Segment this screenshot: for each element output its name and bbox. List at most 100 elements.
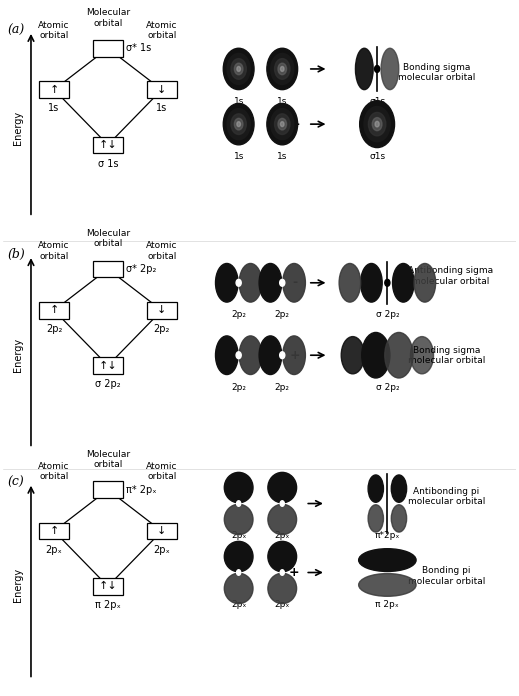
- Text: Antibonding sigma
molecular orbital: Antibonding sigma molecular orbital: [408, 266, 493, 285]
- Text: (c): (c): [8, 476, 25, 489]
- Ellipse shape: [215, 264, 238, 302]
- Circle shape: [237, 67, 240, 72]
- Ellipse shape: [224, 504, 253, 535]
- Text: π*2pₓ: π*2pₓ: [375, 531, 400, 540]
- Text: ↑: ↑: [49, 526, 59, 536]
- Ellipse shape: [368, 475, 384, 503]
- Circle shape: [375, 65, 380, 72]
- Circle shape: [237, 570, 241, 576]
- Text: 1s: 1s: [234, 152, 244, 161]
- Text: ↑↓: ↑↓: [99, 361, 117, 370]
- Circle shape: [280, 122, 284, 127]
- Text: (a): (a): [8, 24, 25, 37]
- FancyBboxPatch shape: [93, 482, 123, 498]
- Ellipse shape: [361, 264, 382, 302]
- Circle shape: [223, 48, 254, 90]
- Text: 2pₓ: 2pₓ: [231, 531, 247, 540]
- Text: +: +: [290, 118, 301, 131]
- Circle shape: [375, 121, 379, 127]
- Text: +: +: [289, 566, 299, 579]
- FancyBboxPatch shape: [39, 523, 69, 539]
- Text: 1s: 1s: [234, 97, 244, 106]
- Ellipse shape: [339, 264, 361, 302]
- Ellipse shape: [381, 48, 399, 90]
- Text: 1s: 1s: [156, 104, 167, 113]
- Text: Atomic
orbital: Atomic orbital: [38, 462, 70, 482]
- Circle shape: [271, 109, 294, 140]
- Circle shape: [235, 118, 243, 130]
- Text: ↑: ↑: [49, 85, 59, 95]
- Circle shape: [235, 63, 243, 74]
- Ellipse shape: [268, 504, 296, 535]
- Circle shape: [280, 279, 285, 286]
- Circle shape: [280, 570, 284, 576]
- Text: π 2pₓ: π 2pₓ: [95, 600, 121, 610]
- Text: σ* 1s: σ* 1s: [126, 43, 151, 54]
- Ellipse shape: [259, 264, 282, 302]
- Ellipse shape: [283, 264, 305, 302]
- Ellipse shape: [391, 475, 406, 503]
- Circle shape: [236, 279, 241, 286]
- FancyBboxPatch shape: [39, 302, 69, 319]
- Ellipse shape: [224, 473, 253, 503]
- Text: 2p₂: 2p₂: [154, 324, 170, 334]
- Text: Bonding sigma
molecular orbital: Bonding sigma molecular orbital: [398, 63, 475, 82]
- Text: Energy: Energy: [13, 111, 23, 145]
- Text: ↑↓: ↑↓: [99, 581, 117, 592]
- Text: 1s: 1s: [277, 152, 288, 161]
- Text: σ 2p₂: σ 2p₂: [376, 383, 399, 392]
- Text: Bonding sigma
molecular orbital: Bonding sigma molecular orbital: [408, 345, 485, 365]
- Text: 2p₂: 2p₂: [275, 383, 290, 392]
- Ellipse shape: [359, 574, 416, 596]
- Text: 1s: 1s: [48, 104, 60, 113]
- Text: +: +: [290, 349, 301, 362]
- FancyBboxPatch shape: [93, 578, 123, 594]
- Circle shape: [278, 118, 286, 130]
- Circle shape: [267, 104, 297, 145]
- Text: ↑↓: ↑↓: [99, 140, 117, 150]
- FancyBboxPatch shape: [93, 357, 123, 374]
- Circle shape: [280, 67, 284, 72]
- Text: ↓: ↓: [157, 85, 167, 95]
- Text: ↓: ↓: [157, 526, 167, 536]
- Text: 2p₂: 2p₂: [275, 310, 290, 319]
- Text: π* 2pₓ: π* 2pₓ: [126, 484, 156, 495]
- Ellipse shape: [215, 336, 238, 374]
- Text: Antibonding pi
molecular orbital: Antibonding pi molecular orbital: [408, 487, 485, 506]
- Text: 2p₂: 2p₂: [46, 324, 62, 334]
- Ellipse shape: [392, 264, 414, 302]
- Circle shape: [267, 48, 297, 90]
- Circle shape: [227, 109, 250, 140]
- Circle shape: [275, 113, 290, 134]
- Text: 2pₓ: 2pₓ: [231, 600, 247, 609]
- FancyBboxPatch shape: [93, 40, 123, 56]
- Ellipse shape: [268, 574, 296, 603]
- Text: Molecular
orbital: Molecular orbital: [86, 229, 130, 248]
- Text: Molecular
orbital: Molecular orbital: [86, 8, 130, 28]
- Text: (b): (b): [8, 248, 25, 261]
- Text: π 2pₓ: π 2pₓ: [375, 600, 399, 609]
- FancyBboxPatch shape: [147, 81, 176, 98]
- Ellipse shape: [283, 336, 305, 374]
- Circle shape: [223, 104, 254, 145]
- Circle shape: [231, 58, 247, 79]
- Text: 2p₂: 2p₂: [231, 310, 246, 319]
- Circle shape: [364, 106, 390, 142]
- Ellipse shape: [341, 337, 364, 374]
- FancyBboxPatch shape: [93, 136, 123, 153]
- Circle shape: [368, 113, 386, 136]
- Ellipse shape: [414, 264, 435, 302]
- Circle shape: [360, 101, 394, 148]
- Circle shape: [280, 500, 284, 506]
- Ellipse shape: [411, 337, 433, 374]
- Ellipse shape: [268, 473, 296, 503]
- Text: 2pₓ: 2pₓ: [275, 600, 290, 609]
- Ellipse shape: [385, 333, 413, 378]
- Text: 2pₓ: 2pₓ: [153, 545, 170, 555]
- Text: 2pₓ: 2pₓ: [275, 531, 290, 540]
- Text: Atomic
orbital: Atomic orbital: [146, 21, 177, 40]
- Ellipse shape: [239, 264, 262, 302]
- Text: 1s: 1s: [277, 97, 288, 106]
- Text: Atomic
orbital: Atomic orbital: [146, 242, 177, 261]
- Text: -: -: [293, 63, 297, 75]
